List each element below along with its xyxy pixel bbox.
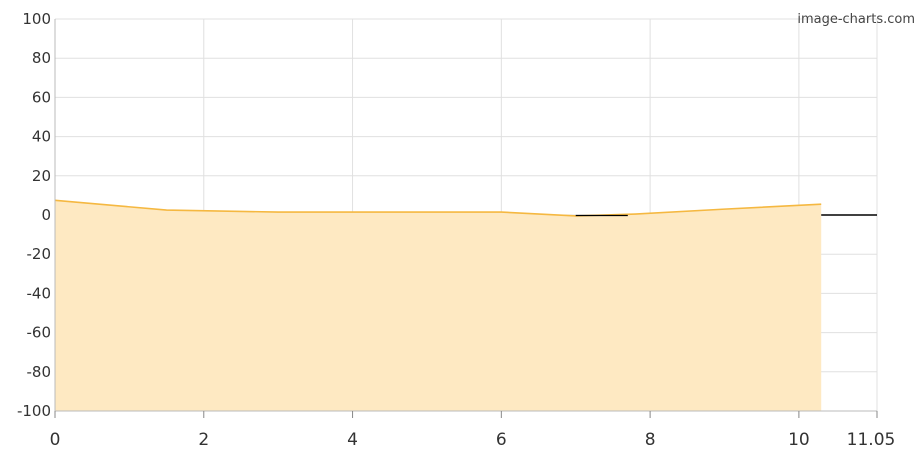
x-tick-label: 4 (347, 430, 358, 450)
x-axis-ticks: 0 2 4 6 8 10 11.05 (50, 411, 896, 450)
y-tick-label: -80 (27, 363, 52, 381)
y-tick-label: 100 (22, 10, 51, 28)
y-tick-label: 80 (32, 49, 51, 67)
area-series (54, 199, 822, 411)
y-tick-label: -60 (27, 324, 52, 342)
y-tick-label: -20 (27, 245, 52, 263)
y-axis-ticks: 100 80 60 40 20 0 -20 -40 -60 -80 -100 (17, 10, 51, 420)
x-tick-label: 0 (50, 430, 61, 450)
y-tick-label: 0 (41, 206, 51, 224)
zero-line-group (575, 214, 877, 217)
axes (54, 19, 877, 412)
watermark: image-charts.com (797, 12, 915, 27)
area-fill-0 (55, 200, 822, 411)
y-tick-label: 20 (32, 167, 51, 185)
x-tick-label: 2 (198, 430, 209, 450)
x-tick-label: 10 (788, 430, 810, 450)
x-tick-label: 6 (496, 430, 507, 450)
y-tick-label: -100 (17, 402, 51, 420)
y-tick-label: -40 (27, 284, 52, 302)
y-tick-label: 60 (32, 88, 51, 106)
x-tick-label: 11.05 (847, 430, 896, 450)
x-tick-label: 8 (645, 430, 656, 450)
y-tick-label: 40 (32, 128, 51, 146)
